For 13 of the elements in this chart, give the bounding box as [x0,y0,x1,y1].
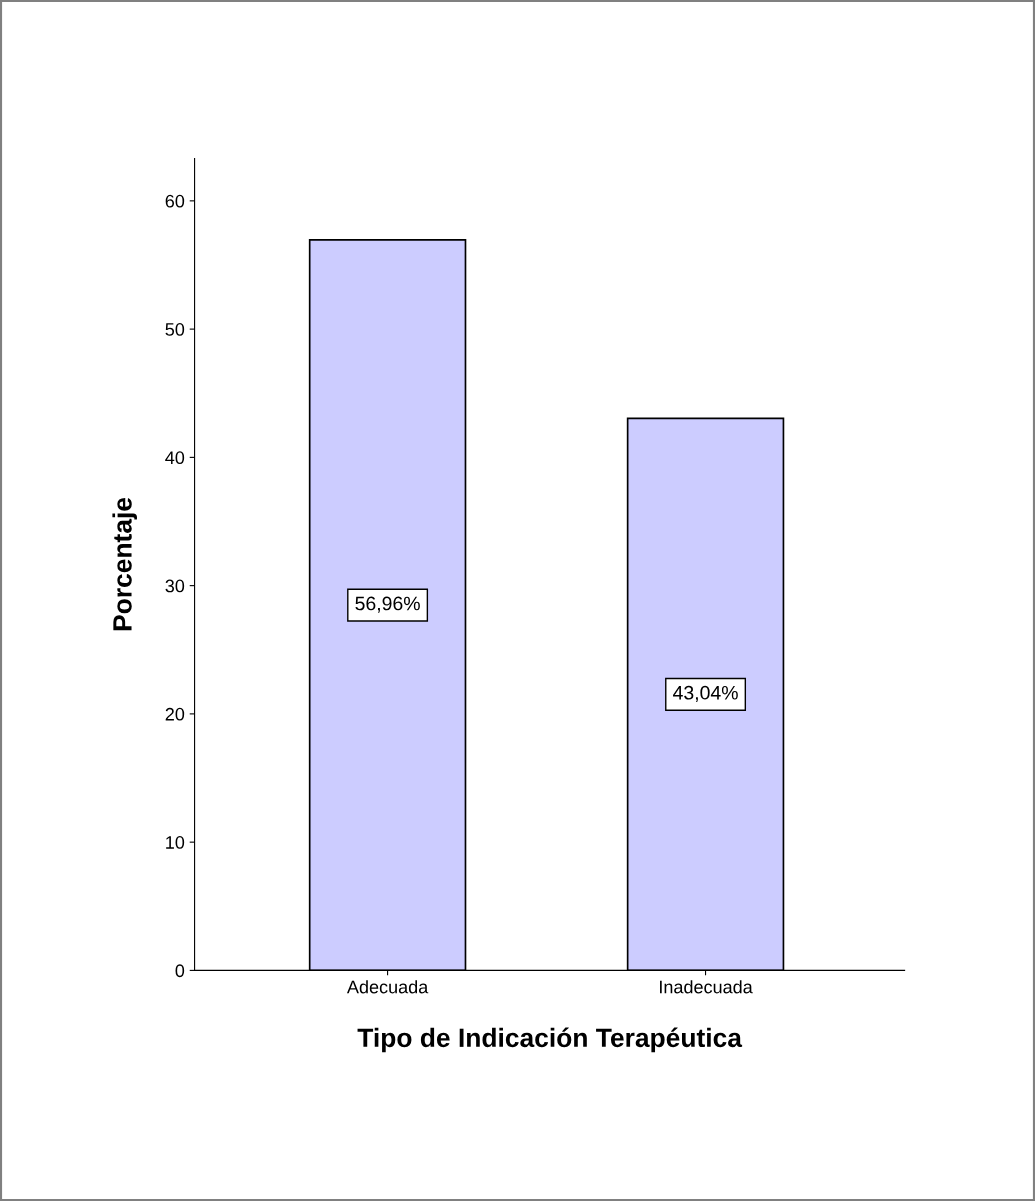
y-tick-label: 50 [165,323,185,336]
y-axis-title: Porcentaje [112,497,137,631]
x-tick-label: Inadecuada [660,980,753,994]
y-tick-label: 10 [166,836,185,849]
data-label: 43,04% [673,685,738,702]
y-tick-label: 30 [165,579,185,593]
x-tick-label: Adecuada [346,980,429,994]
x-axis-title: Tipo de Indicación Terapéutica [357,1027,743,1053]
y-tick-label: 0 [175,964,185,978]
data-label: 56,96% [355,596,420,613]
y-tick-label: 60 [165,194,185,208]
y-tick-label: 20 [165,707,185,721]
y-tick-label: 40 [165,451,185,465]
